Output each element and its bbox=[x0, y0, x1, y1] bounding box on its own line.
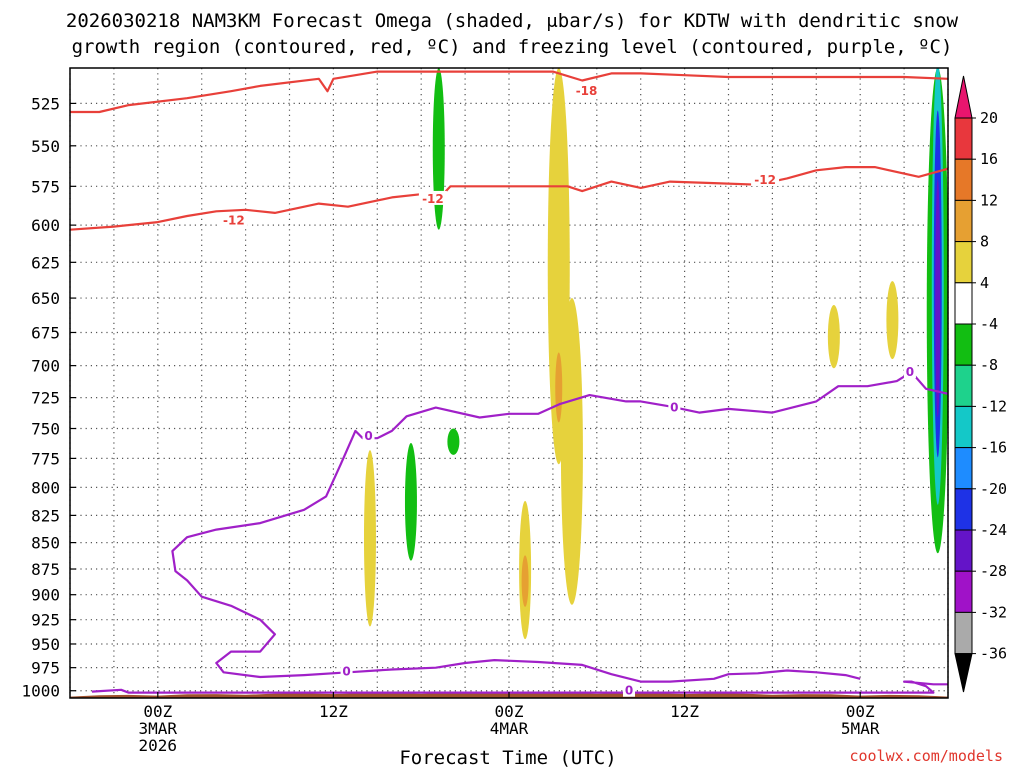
colorbar-segment bbox=[954, 447, 973, 490]
x-tick-date: 5MAR bbox=[841, 719, 880, 738]
contour-label-bg bbox=[572, 83, 601, 98]
freezing-contour-low bbox=[91, 680, 948, 694]
y-tick-label: 575 bbox=[31, 177, 60, 196]
y-tick-label: 925 bbox=[31, 611, 60, 630]
x-axis-label: Forecast Time (UTC) bbox=[399, 747, 616, 768]
dgz-contour-upper bbox=[70, 70, 948, 114]
colorbar-label: -16 bbox=[980, 439, 1007, 457]
y-tick-label: 775 bbox=[31, 449, 60, 468]
y-tick-label: 625 bbox=[31, 253, 60, 272]
y-tick-label: 800 bbox=[31, 478, 60, 497]
y-tick-label: 875 bbox=[31, 560, 60, 579]
y-tick-label: 750 bbox=[31, 420, 60, 439]
colorbar-segment bbox=[954, 241, 973, 284]
colorbar-label: 16 bbox=[980, 150, 998, 168]
contour-labels: -18 -12 -12 -12 0 0 0 0 0 bbox=[219, 83, 916, 698]
freezing-contour-label: 0 bbox=[906, 365, 914, 379]
colorbar-label: 12 bbox=[980, 191, 998, 209]
chart-title-line1: 2026030218 NAM3KM Forecast Omega (shaded… bbox=[66, 10, 959, 32]
colorbar-segment bbox=[954, 323, 973, 366]
contour-label-bg bbox=[362, 427, 375, 442]
colorbar-segment bbox=[954, 158, 973, 201]
colorbar-label: -36 bbox=[980, 645, 1007, 663]
x-tick-date: 3MAR bbox=[139, 719, 178, 738]
colorbar-segment bbox=[954, 199, 973, 243]
colorbar-segment bbox=[954, 570, 973, 613]
freezing-contour-label: 0 bbox=[342, 664, 350, 678]
omega-region bbox=[827, 305, 840, 369]
y-tick-label: 825 bbox=[31, 506, 60, 525]
omega-region bbox=[432, 68, 445, 230]
y-axis: 525 550 575 600 625 650 675 700 725 750 775 800 825 8… bbox=[21, 94, 76, 701]
colorbar-label: 8 bbox=[980, 233, 989, 251]
dgz-contour-lower bbox=[70, 166, 948, 231]
omega-region bbox=[886, 281, 899, 360]
colorbar-segment bbox=[954, 282, 973, 325]
colorbar-segment bbox=[954, 364, 973, 407]
colorbar-label: -28 bbox=[980, 562, 1007, 580]
colorbar-label: -4 bbox=[980, 315, 998, 333]
freezing-contour-label: 0 bbox=[364, 429, 372, 443]
y-tick-label: 700 bbox=[31, 357, 60, 376]
omega-region bbox=[363, 450, 376, 627]
colorbar-bottom-arrow bbox=[954, 653, 973, 693]
colorbar-label: -12 bbox=[980, 397, 1007, 415]
y-tick-label: 1000 bbox=[21, 682, 60, 701]
colorbar-label: 4 bbox=[980, 274, 989, 292]
freezing-contour-label: 0 bbox=[625, 684, 633, 698]
omega-shading bbox=[363, 68, 948, 640]
freezing-contour-label: 0 bbox=[670, 401, 678, 415]
colorbar-label: -20 bbox=[980, 480, 1007, 498]
contour-label-bg bbox=[668, 399, 681, 414]
colorbar-segment bbox=[954, 529, 973, 572]
contour-label-bg bbox=[622, 682, 635, 697]
y-tick-label: 600 bbox=[31, 216, 60, 235]
y-tick-label: 550 bbox=[31, 137, 60, 156]
y-tick-label: 950 bbox=[31, 635, 60, 654]
colorbar-label: -24 bbox=[980, 521, 1007, 539]
colorbar-segment bbox=[954, 117, 973, 160]
y-tick-label: 975 bbox=[31, 659, 60, 678]
colorbar-top-arrow bbox=[954, 75, 973, 119]
credit-link[interactable]: coolwx.com/models bbox=[849, 747, 1003, 765]
omega-region bbox=[521, 555, 529, 607]
contour-label-bg bbox=[219, 212, 248, 227]
colorbar-label: 20 bbox=[980, 109, 998, 127]
x-tick-year: 2026 bbox=[139, 736, 178, 755]
x-tick-label: 00Z bbox=[143, 702, 172, 721]
y-tick-label: 675 bbox=[31, 323, 60, 342]
contour-label-bg bbox=[418, 190, 447, 205]
omega-region bbox=[555, 352, 563, 423]
colorbar-label: -32 bbox=[980, 603, 1007, 621]
colorbar-label: -8 bbox=[980, 356, 998, 374]
chart-title-line2: growth region (contoured, red, ºC) and f… bbox=[72, 36, 953, 58]
contour-label-bg bbox=[751, 171, 780, 186]
colorbar-segment bbox=[954, 611, 973, 655]
dgz-contour-label: -12 bbox=[754, 173, 776, 187]
omega-region bbox=[560, 298, 583, 605]
contour-label-bg bbox=[340, 663, 353, 678]
x-tick-label: 00Z bbox=[495, 702, 524, 721]
dgz-contour-label: -18 bbox=[576, 84, 598, 98]
y-tick-label: 900 bbox=[31, 586, 60, 605]
colorbar-legend: 20 16 12 8 4 -4 -8 -12 -16 -20 -24 -28 -32 -36 bbox=[954, 75, 1007, 693]
colorbar-segment bbox=[954, 488, 973, 531]
colorbar-segment bbox=[954, 405, 973, 449]
y-tick-label: 650 bbox=[31, 289, 60, 308]
x-tick-label: 12Z bbox=[670, 702, 699, 721]
omega-region bbox=[404, 442, 417, 561]
y-tick-label: 725 bbox=[31, 389, 60, 408]
y-tick-label: 850 bbox=[31, 534, 60, 553]
omega-region bbox=[447, 428, 460, 455]
x-tick-date: 4MAR bbox=[490, 719, 529, 738]
x-tick-label: 00Z bbox=[846, 702, 875, 721]
omega-core-purple bbox=[935, 179, 941, 418]
dgz-contour-label: -12 bbox=[223, 214, 245, 228]
x-tick-label: 12Z bbox=[319, 702, 348, 721]
contour-label-bg bbox=[903, 364, 916, 379]
y-tick-label: 525 bbox=[31, 94, 60, 113]
dgz-contour-label: -12 bbox=[422, 192, 444, 206]
